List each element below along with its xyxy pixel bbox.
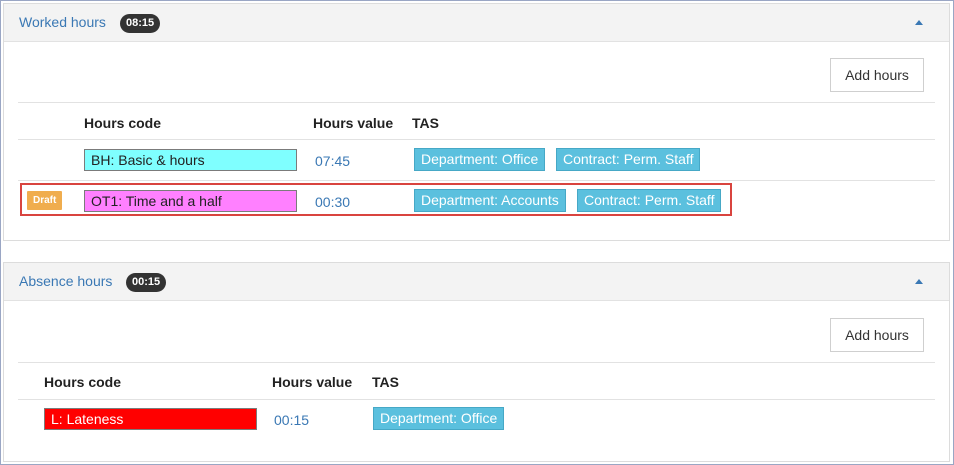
hours-code-cell: L: Lateness <box>44 408 257 430</box>
tas-tag: Department: Office <box>414 148 546 171</box>
hours-value-link[interactable]: 07:45 <box>315 153 351 169</box>
tas-tag: Department: Office <box>373 407 505 430</box>
divider <box>18 180 935 181</box>
hours-code-cell: OT1: Time and a half <box>84 190 297 212</box>
chevron-up-icon[interactable] <box>915 20 923 25</box>
absence-hours-total-badge: 00:15 <box>126 273 167 292</box>
absence-hours-panel: Absence hours 00:15 Add hours Hours code… <box>3 262 950 462</box>
tas-tag: Contract: Perm. Staff <box>577 189 722 212</box>
add-worked-hours-button[interactable]: Add hours <box>830 58 924 92</box>
absence-hours-title: Absence hours <box>19 273 113 289</box>
column-header-hours-code: Hours code <box>44 374 122 390</box>
worked-hours-total-badge: 08:15 <box>120 14 161 33</box>
column-header-hours-value: Hours value <box>272 374 353 390</box>
divider <box>18 399 935 400</box>
hours-value-link[interactable]: 00:15 <box>274 412 310 428</box>
absence-hours-header[interactable]: Absence hours 00:15 <box>4 263 949 301</box>
chevron-up-icon[interactable] <box>915 279 923 284</box>
draft-status-badge: Draft <box>27 191 63 210</box>
column-header-hours-code: Hours code <box>84 115 162 131</box>
worked-hours-title: Worked hours <box>19 14 106 30</box>
hours-value-link[interactable]: 00:30 <box>315 194 351 210</box>
worked-hours-header[interactable]: Worked hours 08:15 <box>4 4 949 42</box>
hours-code-cell: BH: Basic & hours <box>84 149 297 171</box>
divider <box>18 102 935 103</box>
add-absence-hours-button[interactable]: Add hours <box>830 318 924 352</box>
column-header-tas: TAS <box>412 115 439 131</box>
column-header-hours-value: Hours value <box>313 115 394 131</box>
table-row-selected[interactable] <box>20 183 732 216</box>
tas-tag: Department: Accounts <box>414 189 566 212</box>
worked-hours-panel: Worked hours 08:15 Add hours Hours code … <box>3 3 950 241</box>
tas-tag: Contract: Perm. Staff <box>556 148 701 171</box>
divider <box>18 362 935 363</box>
column-header-tas: TAS <box>372 374 399 390</box>
divider <box>18 139 935 140</box>
